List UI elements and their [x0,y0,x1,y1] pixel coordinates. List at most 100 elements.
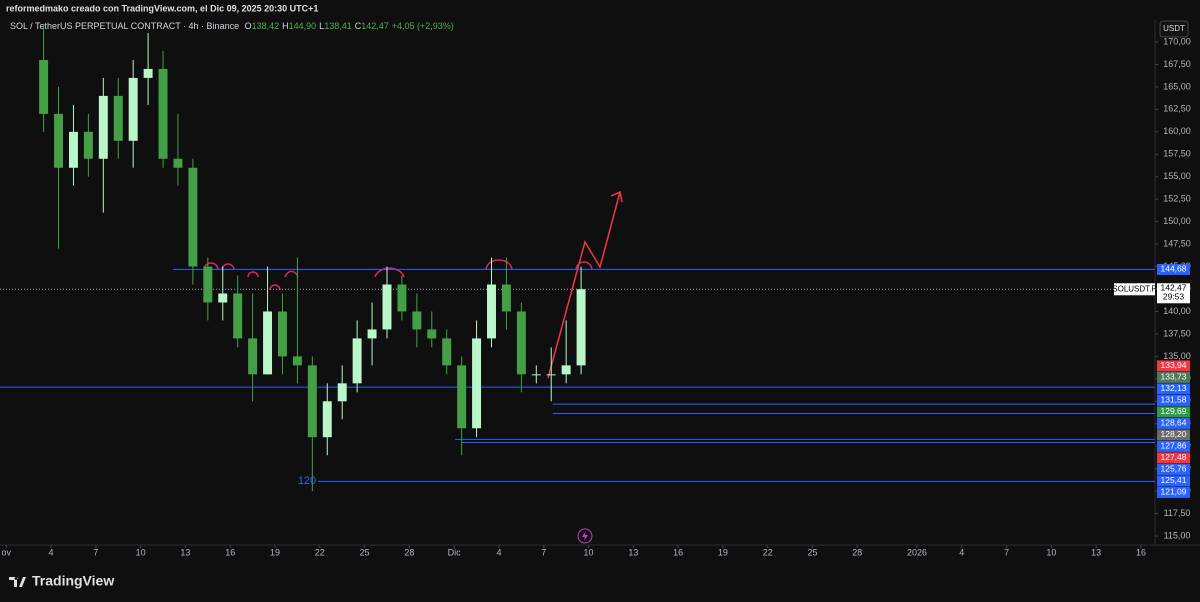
y-tick-label: 137,50 [1163,328,1191,338]
symbol-tag: SOLUSDT.P [1112,284,1156,293]
annotation: 120 [298,475,316,487]
price-label-box [1157,440,1190,452]
ohlc-value: 142,47 [361,21,389,31]
candle-body [337,383,347,402]
x-tick-label: 28 [852,547,862,557]
y-tick-label: 117,50 [1164,508,1191,518]
x-tick-label: 13 [628,547,638,557]
event-icon[interactable] [577,528,593,544]
x-tick-label: 4 [959,547,964,557]
tops [203,259,593,291]
change: +4,05 (+2,93%) [392,21,454,31]
countdown: 29:53 [1163,292,1185,302]
price-label: 144,68 [1161,264,1187,274]
y-tick-label: 135,00 [1163,351,1191,361]
price-label-box [1157,406,1190,418]
x-tick-label: 13 [180,547,190,557]
candle-body [412,311,422,330]
y-tick-label: 167,50 [1163,59,1191,69]
x-tick-label: 25 [807,547,817,557]
candle-body [576,289,586,366]
candle-body [248,338,258,375]
symbol-box [1114,283,1155,296]
price-label: 127,86 [1161,441,1187,451]
x-tick-label: 19 [718,547,728,557]
price-label-box [1157,394,1190,406]
price-label-box [1157,417,1190,429]
credit: reformedmako creado con TradingView.com,… [6,3,318,13]
candle-body [143,68,153,78]
y-tick-label: 155,00 [1163,171,1191,181]
candle-body [68,131,78,168]
x-tick-label: 7 [93,547,98,557]
x-tick-label: 10 [136,547,146,557]
ohlc-key: C [355,21,362,31]
x-tick-label: ov [2,547,12,557]
price-label-box [1157,475,1190,487]
y-tick-label: 147,50 [1163,238,1191,248]
drawings [203,259,593,291]
candle-body [382,284,392,330]
candle-body [322,401,332,438]
price-label-box [1157,371,1190,383]
x-tick-label: 16 [1136,547,1146,557]
price-label: 121,09 [1161,487,1187,497]
candle-body [39,59,49,114]
brand-name: TradingView [32,573,114,589]
price-label: 125,76 [1161,464,1187,474]
candle-body [487,284,496,339]
projection-arrow [547,190,623,379]
candle-body [457,365,467,429]
ohlc-value: 138,42 [252,21,280,31]
x-tick-label: Dic [448,547,461,557]
candle-body [158,68,168,159]
candle-body [472,338,482,429]
current-price-box [1157,283,1190,304]
candle-body [531,374,541,376]
price-label-box [1157,360,1190,372]
candle-body [442,338,452,366]
gap [239,21,242,31]
currency-box[interactable] [1159,20,1189,38]
ohlc-value: 144,90 [289,21,317,31]
candle-body [188,167,198,267]
price-label-box [1157,452,1190,464]
candle-body [516,311,526,375]
y-tick-label: 165,00 [1163,81,1191,91]
x-tick-label: 10 [584,547,594,557]
x-tick-label: 4 [496,547,501,557]
x-tick-label: 22 [315,547,325,557]
price-label: 125,41 [1161,475,1187,485]
x-tick-label: 22 [763,547,773,557]
candle-body [128,77,138,141]
symbol: SOL / TetherUS PERPETUAL CONTRACT · 4h ·… [10,21,454,31]
candle-body [307,365,317,438]
price-label: 131,58 [1161,395,1187,405]
current-price: 142,47 [1161,283,1187,293]
price-label-box [1157,429,1190,441]
candle-body [233,293,243,339]
candle-body [98,95,108,159]
x-tick-label: 10 [1046,547,1056,557]
currency[interactable]: USDT [1163,24,1185,33]
candle-body [218,293,228,303]
x-tick-label: 16 [225,547,235,557]
candle-body [427,329,437,339]
y-tick-label: 140,00 [1163,306,1191,316]
x-tick-label: 4 [49,547,54,557]
price-label-box [1157,463,1190,475]
candle-body [546,374,556,376]
candle-body [352,338,362,384]
candle-body [263,311,273,375]
price-label: 133,73 [1161,372,1187,382]
price-label: 128,20 [1161,429,1187,439]
candle-body [501,284,511,312]
candle-body [54,113,64,168]
x-tick-label: 2026 [907,547,927,557]
event-bolt [582,531,588,541]
price-label: 132,13 [1161,383,1187,393]
ohlc-key: L [319,21,324,31]
